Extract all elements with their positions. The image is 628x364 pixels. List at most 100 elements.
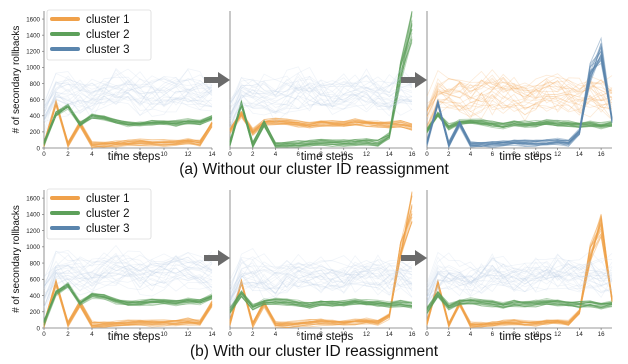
series-2-bundle-line xyxy=(43,106,213,144)
series-3-context-line xyxy=(229,247,413,292)
series-2-bundle xyxy=(426,290,613,315)
series-3-context-line xyxy=(43,68,213,109)
y-tick-label: 1000 xyxy=(26,65,40,72)
legend-label: cluster 1 xyxy=(86,14,129,26)
series-3-context-line xyxy=(43,87,213,118)
series-3-bundle-line xyxy=(426,57,613,145)
series-3-context-line xyxy=(426,259,613,294)
series-1-bundle-line xyxy=(229,205,413,326)
series-1-bundle-line xyxy=(43,102,213,147)
series-3-context-line xyxy=(229,253,413,280)
series-1-bundle-line xyxy=(43,100,213,146)
series-2-bundle-line xyxy=(229,295,413,311)
x-axis-label: time steps xyxy=(108,151,161,163)
series-2-bundle-line xyxy=(43,104,213,144)
series-2-bundle-line xyxy=(229,292,413,311)
x-tick-label: 6 xyxy=(114,331,118,338)
series-1-bundle-line xyxy=(43,102,213,148)
x-tick-label: 10 xyxy=(340,331,347,338)
series-1-bundle-line xyxy=(229,216,413,326)
series-3-bundle-line xyxy=(426,45,613,149)
series-1-bundle-line xyxy=(43,280,213,324)
series-3-context-line xyxy=(43,85,213,122)
series-2-bundle-line xyxy=(229,38,413,147)
series-1-bundle-line xyxy=(426,215,613,328)
series-3-context-line xyxy=(43,91,213,120)
series-2-bundle-line xyxy=(43,284,213,323)
series-1-bundle-line xyxy=(43,280,213,327)
series-1-context-line xyxy=(426,87,613,130)
series-3-context xyxy=(229,247,413,312)
series-1-context-line xyxy=(426,86,613,129)
series-1-bundle-line xyxy=(229,114,413,137)
series-2-bundle-line xyxy=(229,42,413,149)
series-2-bundle-line xyxy=(426,290,613,308)
x-tick-label: 2 xyxy=(251,151,255,158)
series-3-context-line xyxy=(229,86,413,122)
series-1-bundle-line xyxy=(229,114,413,135)
x-tick-label: 10 xyxy=(532,331,539,338)
series-1-bundle-line xyxy=(43,279,213,325)
series-2-bundle-line xyxy=(426,112,613,130)
series-2-bundle-line xyxy=(229,290,413,310)
series-1-bundle-line xyxy=(229,196,413,326)
series-1-bundle-line xyxy=(43,280,213,327)
series-1-bundle-line xyxy=(229,112,413,134)
series-2-bundle-line xyxy=(229,295,413,313)
series-2-bundle-line xyxy=(43,281,213,321)
series-2-bundle-line xyxy=(43,282,213,322)
series-3-context-line xyxy=(426,275,613,301)
series-3-context-line xyxy=(43,68,213,104)
series-2-bundle-line xyxy=(229,28,413,144)
series-1-bundle-line xyxy=(43,283,213,329)
series-3-bundle-line xyxy=(426,42,613,144)
series-2-bundle xyxy=(43,103,213,147)
series-2-bundle xyxy=(229,290,413,314)
series-2-bundle-line xyxy=(426,294,613,311)
series-3-context-line xyxy=(43,92,213,122)
series-3-bundle-line xyxy=(426,60,613,146)
series-2-bundle-line xyxy=(426,111,613,130)
x-tick-label: 8 xyxy=(319,331,323,338)
x-tick-label: 14 xyxy=(576,331,583,338)
series-3-context-line xyxy=(43,67,213,107)
series-1-bundle-line xyxy=(229,195,413,326)
series-3-context-line xyxy=(229,267,413,300)
series-1-bundle-line xyxy=(43,278,213,325)
series-2-bundle-line xyxy=(43,104,213,143)
series-1-bundle-line xyxy=(229,115,413,136)
series-1-bundle-line xyxy=(43,280,213,327)
series-2-bundle xyxy=(43,281,213,327)
panel-b-3: 0 2 4 6 8 10 12 14 16 time steps xyxy=(425,190,613,343)
series-2-bundle-line xyxy=(43,283,213,322)
series-2-bundle-line xyxy=(229,290,413,309)
series-1-context-line xyxy=(426,97,613,128)
right-arrow-icon xyxy=(401,72,427,88)
x-tick-label: 6 xyxy=(114,151,118,158)
series-3-context-line xyxy=(229,83,413,116)
series-2-bundle-line xyxy=(426,293,613,311)
series-3-context-line xyxy=(43,76,213,113)
series-1-context-line xyxy=(426,90,613,132)
series-2-bundle-line xyxy=(43,283,213,324)
series-1-bundle-line xyxy=(426,222,613,326)
series-2-bundle-line xyxy=(43,286,213,327)
series-3-context-line xyxy=(229,101,413,127)
right-arrow-icon xyxy=(204,250,230,266)
series-3-context-line xyxy=(426,259,613,289)
y-tick-label: 1200 xyxy=(26,228,40,235)
x-tick-label: 6 xyxy=(491,331,495,338)
x-tick-label: 8 xyxy=(319,151,323,158)
series-1-bundle-line xyxy=(426,224,613,325)
series-2-bundle-line xyxy=(426,293,613,311)
series-2-bundle-line xyxy=(43,285,213,322)
x-tick-label: 14 xyxy=(576,151,583,158)
series-2-bundle-line xyxy=(426,112,613,130)
series-2-bundle-line xyxy=(229,295,413,313)
series-3-context-line xyxy=(426,272,613,302)
series-2-bundle-line xyxy=(426,291,613,309)
series-2-bundle-line xyxy=(229,292,413,310)
series-2-bundle-line xyxy=(426,295,613,314)
series-2-bundle-line xyxy=(43,285,213,323)
series-1-context xyxy=(426,69,613,133)
